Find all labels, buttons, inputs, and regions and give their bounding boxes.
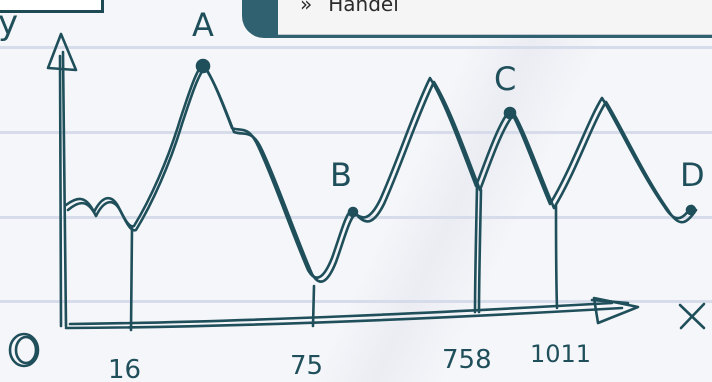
corner-frame xyxy=(0,0,104,13)
breadcrumb-separator: » xyxy=(300,0,313,16)
y-axis xyxy=(58,54,63,328)
drop-line xyxy=(477,188,483,314)
wave-curve xyxy=(66,66,698,283)
origin-mark xyxy=(14,335,38,365)
point-c-marker xyxy=(503,106,517,120)
breadcrumb[interactable]: » Handel xyxy=(300,0,399,16)
breadcrumb-banner: » Handel xyxy=(242,0,712,38)
tick-label: 758 xyxy=(442,345,492,375)
tick-label: 75 xyxy=(290,351,323,381)
y-axis-arrow xyxy=(46,32,78,72)
point-b-marker xyxy=(347,206,359,218)
point-a-label: A xyxy=(192,6,214,44)
x-axis xyxy=(64,306,624,330)
ruled-line xyxy=(0,300,712,303)
tick-label: 16 xyxy=(108,355,141,382)
point-d-label: D xyxy=(680,156,705,194)
y-axis xyxy=(61,50,68,328)
breadcrumb-bar: » Handel xyxy=(278,0,712,34)
drop-line xyxy=(129,226,134,332)
point-c-label: C xyxy=(494,60,516,98)
point-b-label: B xyxy=(330,156,352,194)
tick-label: 1011 xyxy=(530,340,591,368)
y-axis-label: y xyxy=(0,3,18,43)
x-axis xyxy=(68,301,614,326)
x-axis-arrow xyxy=(590,298,630,305)
ruled-line xyxy=(0,46,712,49)
origin-mark xyxy=(8,332,40,368)
point-d-marker xyxy=(685,204,697,216)
point-a-marker xyxy=(195,58,211,74)
breadcrumb-label[interactable]: Handel xyxy=(328,0,399,16)
drop-line xyxy=(554,204,559,310)
ruled-line xyxy=(0,216,712,219)
ruled-line xyxy=(0,131,712,134)
x-mark xyxy=(678,302,706,330)
drop-line xyxy=(311,284,316,328)
drop-line xyxy=(473,184,479,314)
wave-curve xyxy=(64,62,694,279)
